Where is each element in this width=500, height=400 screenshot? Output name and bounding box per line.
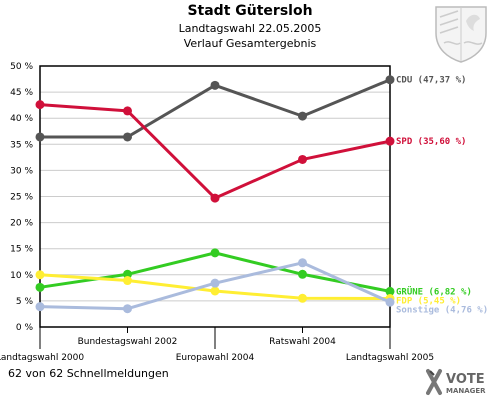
data-point <box>210 193 220 203</box>
y-tick-label: 10 % <box>10 271 33 281</box>
data-point <box>210 286 220 296</box>
data-point <box>385 297 395 307</box>
series-end-label: CDU (47,37 %) <box>396 76 466 86</box>
y-tick-label: 15 % <box>10 245 33 255</box>
y-tick-label: 5 % <box>16 297 34 307</box>
y-tick-label: 35 % <box>10 140 33 150</box>
series-end-label: Sonstige (4,76 %) <box>396 304 488 315</box>
data-point <box>35 132 45 142</box>
data-point <box>35 100 45 110</box>
chart-subtitle-view: Verlauf Gesamtergebnis <box>183 37 317 50</box>
y-tick-label: 20 % <box>10 219 33 229</box>
data-point <box>298 154 307 164</box>
coat-of-arms-icon <box>435 6 487 63</box>
x-tick-label: Europawahl 2004 <box>176 353 255 363</box>
x-tick-label: Landtagswahl 2000 <box>0 353 84 363</box>
data-point <box>35 270 45 280</box>
data-point <box>298 293 307 303</box>
vote-manager-logo: VOTE MANAGER <box>426 369 486 395</box>
data-point <box>210 80 220 90</box>
logo-text-manager: MANAGER <box>446 387 486 395</box>
y-tick-label: 0 % <box>16 323 34 333</box>
data-point <box>35 302 45 312</box>
y-tick-label: 25 % <box>10 193 33 203</box>
data-point <box>123 132 132 142</box>
series-end-label: SPD (35,60 %) <box>396 137 466 147</box>
y-tick-label: 50 % <box>10 62 33 72</box>
data-point <box>298 258 307 268</box>
data-point <box>123 304 132 314</box>
y-tick-label: 40 % <box>10 114 33 124</box>
data-point <box>210 278 220 288</box>
x-tick-label: Bundestagswahl 2002 <box>78 337 178 347</box>
series-end-label: GRÜNE (6,82 %) <box>396 286 472 297</box>
series-end-label: FDP (5,45 %) <box>396 296 461 306</box>
data-point <box>298 269 307 279</box>
y-tick-label: 45 % <box>10 88 33 98</box>
logo-text-vote: VOTE <box>446 372 485 387</box>
data-point <box>123 276 132 286</box>
x-tick-label: Landtagswahl 2005 <box>346 353 434 363</box>
data-point <box>123 106 132 116</box>
report-status: 62 von 62 Schnellmeldungen <box>8 367 169 380</box>
data-point <box>385 75 395 85</box>
data-point <box>123 269 132 279</box>
x-tick-label: Ratswahl 2004 <box>269 337 336 347</box>
chart-subtitle-election: Landtagswahl 22.05.2005 <box>178 22 322 35</box>
data-point <box>385 136 395 146</box>
data-point <box>210 248 220 258</box>
data-point <box>298 111 307 121</box>
y-tick-label: 30 % <box>10 166 33 176</box>
data-point <box>385 286 395 296</box>
chart-title: Stadt Gütersloh <box>187 3 313 19</box>
data-point <box>35 282 45 292</box>
